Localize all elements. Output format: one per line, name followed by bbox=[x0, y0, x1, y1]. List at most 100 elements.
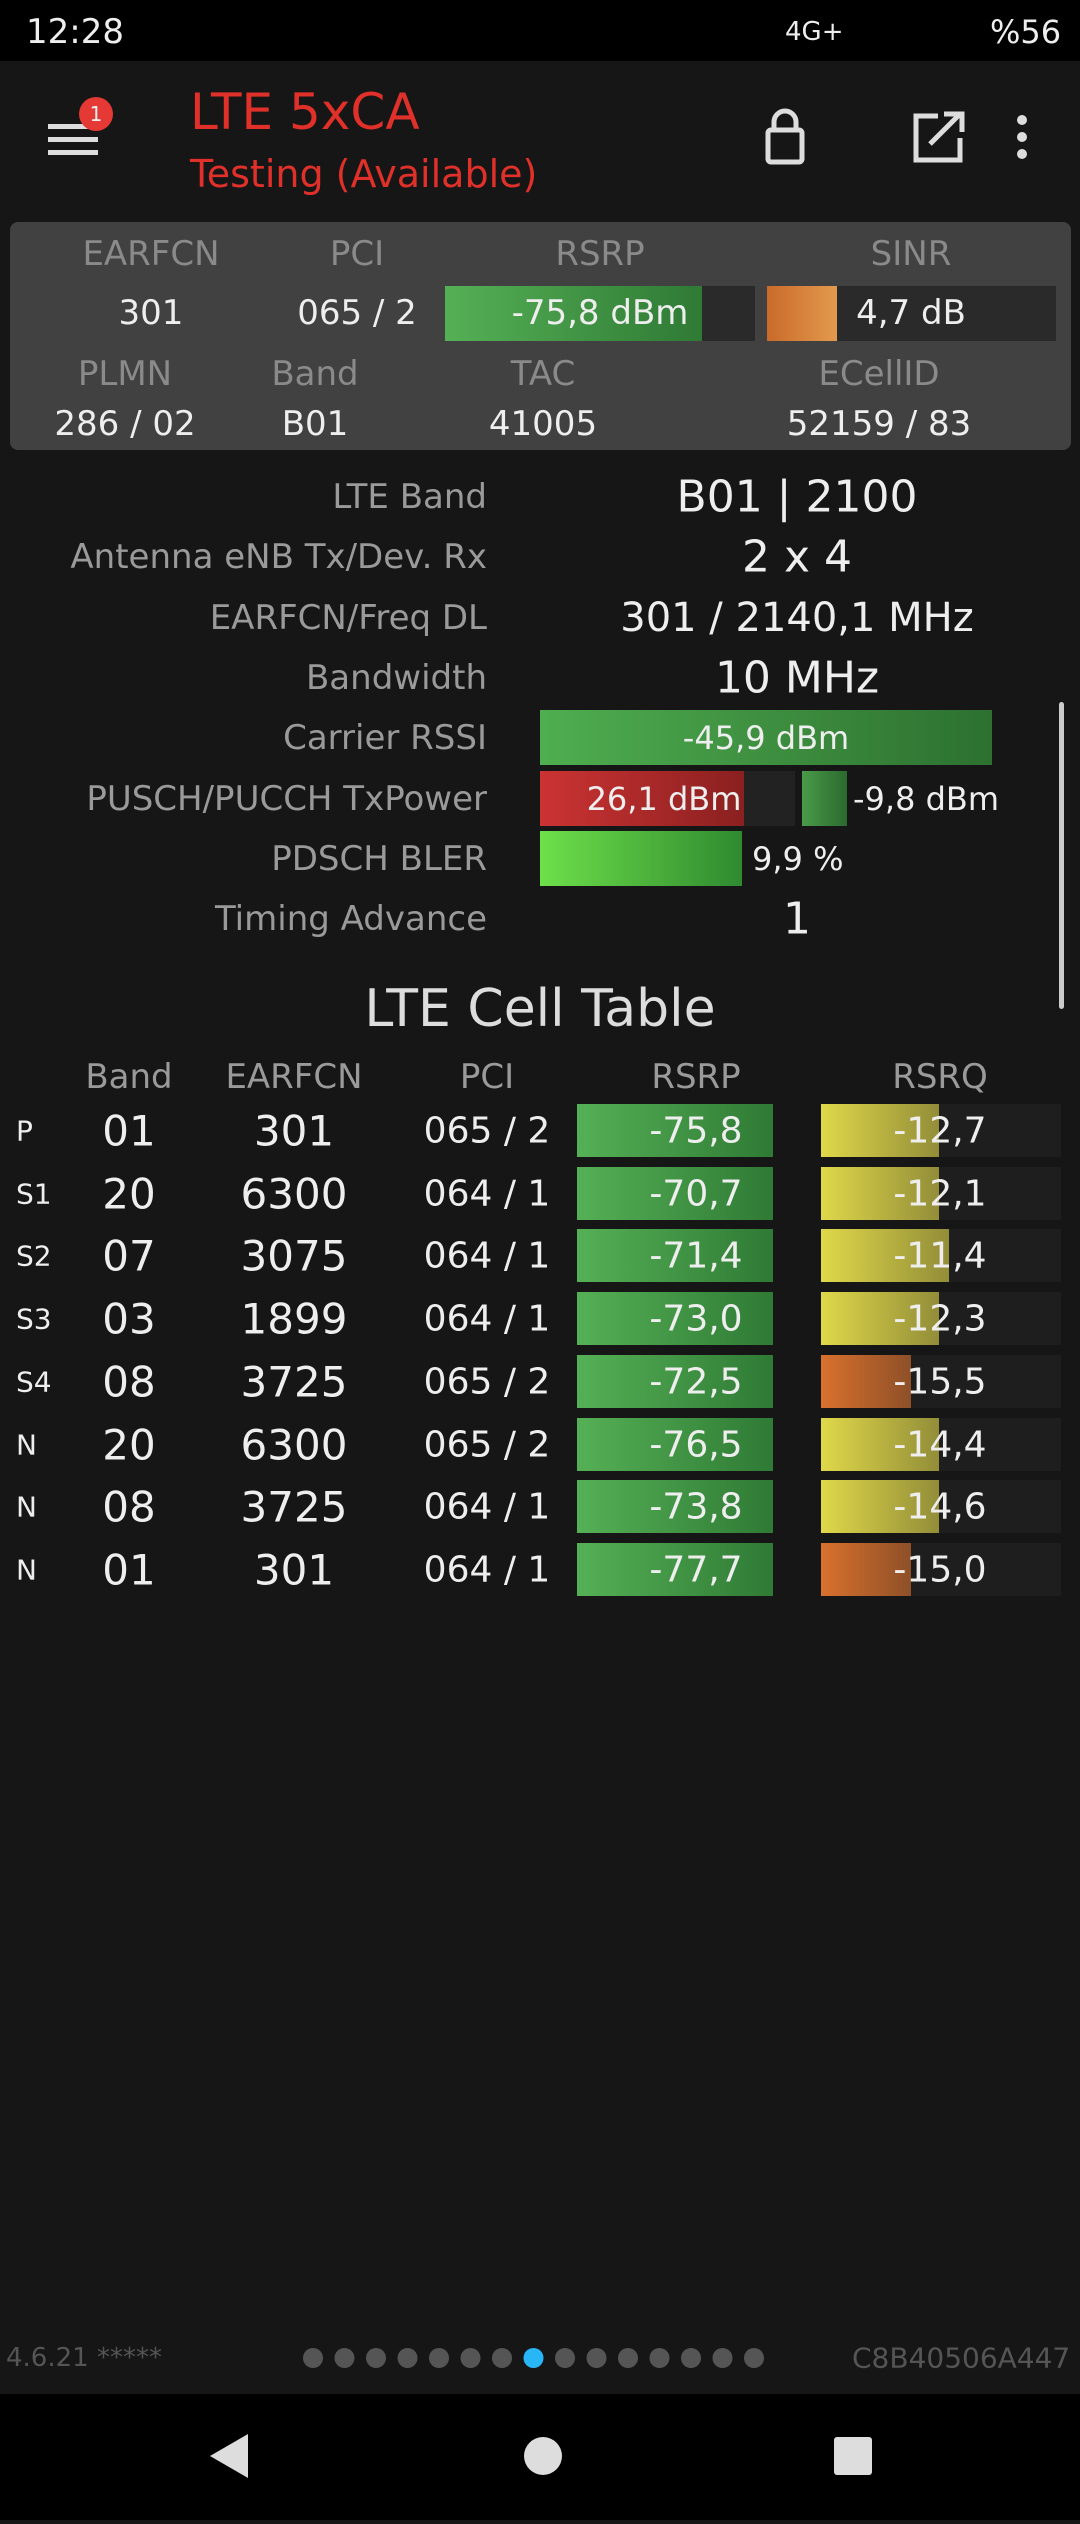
summary-value: -75,8 dBm bbox=[511, 293, 689, 333]
cell: 064 / 1 bbox=[423, 1173, 551, 1215]
page-dot[interactable] bbox=[744, 2348, 764, 2368]
rssi-bar bbox=[540, 710, 992, 766]
rsrp-bar bbox=[445, 286, 755, 341]
rsrq-fill bbox=[821, 1480, 939, 1534]
title: LTE 5xCA bbox=[190, 83, 420, 141]
more-icon[interactable] bbox=[1017, 115, 1027, 159]
page-dot[interactable] bbox=[397, 2348, 418, 2368]
page-dot[interactable] bbox=[555, 2348, 575, 2368]
table-header: EARFCN bbox=[225, 1057, 363, 1097]
rsrp-value: -75,8 bbox=[649, 1110, 743, 1152]
version: 4.6.21 ***** bbox=[6, 2343, 162, 2373]
menu-button[interactable]: 1 bbox=[48, 97, 113, 158]
rsrq-fill bbox=[821, 1166, 939, 1220]
page-dot[interactable] bbox=[366, 2348, 386, 2368]
page-indicator bbox=[303, 2348, 764, 2368]
cell: 3075 bbox=[240, 1231, 348, 1281]
detail-label: Timing Advance bbox=[214, 899, 487, 940]
summary-value: B01 bbox=[281, 404, 349, 444]
page-dot[interactable] bbox=[586, 2348, 607, 2368]
page-dot[interactable] bbox=[712, 2348, 733, 2368]
rsrq-value: -11,4 bbox=[893, 1235, 987, 1277]
summary-label: ECellID bbox=[818, 354, 940, 394]
share-icon[interactable] bbox=[913, 111, 965, 163]
cell: 065 / 2 bbox=[423, 1110, 551, 1152]
row-type: S3 bbox=[16, 1302, 52, 1336]
rsrp-bar bbox=[577, 1166, 773, 1220]
pusch-bar bbox=[540, 770, 744, 826]
page-dot[interactable] bbox=[681, 2348, 701, 2368]
network: 4G+ bbox=[785, 17, 844, 47]
rsrp-bar bbox=[577, 1229, 773, 1283]
rsrp-value: -72,5 bbox=[649, 1361, 743, 1403]
back-button[interactable] bbox=[210, 2434, 248, 2478]
status-bar: 12:28 4G+ %56 bbox=[0, 0, 1080, 61]
rsrq-value: -14,6 bbox=[893, 1486, 987, 1528]
row-type: N bbox=[16, 1428, 37, 1461]
bler-bar bbox=[540, 830, 742, 886]
cell: 065 / 2 bbox=[423, 1424, 551, 1465]
nav-bar bbox=[0, 2394, 1080, 2520]
rsrp-value: -73,0 bbox=[649, 1298, 743, 1340]
toolbar-icons bbox=[765, 108, 1027, 165]
cell: 08 bbox=[102, 1357, 156, 1407]
detail-value: B01 | 2100 bbox=[676, 471, 918, 523]
cell: 065 / 2 bbox=[423, 1361, 551, 1403]
table-header: RSRP bbox=[651, 1057, 741, 1097]
summary-label: PCI bbox=[329, 234, 385, 274]
cell: 03 bbox=[102, 1294, 156, 1344]
rsrp-value: -71,4 bbox=[649, 1235, 743, 1277]
page-dot[interactable] bbox=[523, 2348, 544, 2368]
detail-value: 10 MHz bbox=[714, 652, 880, 704]
summary-label: EARFCN bbox=[82, 234, 220, 274]
page-dot[interactable] bbox=[429, 2348, 449, 2368]
detail-value: 301 / 2140,1 MHz bbox=[620, 594, 974, 641]
rsrq-value: -14,4 bbox=[893, 1424, 987, 1465]
summary-value: 41005 bbox=[488, 404, 598, 444]
rsrq-fill bbox=[821, 1354, 911, 1408]
rsrp-value: -70,7 bbox=[649, 1173, 743, 1215]
page-dot[interactable] bbox=[334, 2348, 355, 2368]
cell: 1899 bbox=[240, 1294, 348, 1344]
rsrp-bar bbox=[577, 1292, 773, 1346]
page-dot[interactable] bbox=[618, 2348, 638, 2368]
summary-value: 301 bbox=[118, 293, 184, 333]
rsrp-bar bbox=[577, 1354, 773, 1408]
scrollbar bbox=[1059, 702, 1064, 1009]
cell: 301 bbox=[253, 1106, 335, 1156]
cell: 07 bbox=[102, 1231, 156, 1281]
summary-value: 52159 / 83 bbox=[786, 404, 972, 444]
badge: 1 bbox=[79, 97, 113, 131]
rsrq-fill bbox=[821, 1104, 939, 1157]
page-dot[interactable] bbox=[492, 2348, 512, 2368]
home-button[interactable] bbox=[524, 2437, 562, 2475]
row-type: P bbox=[16, 1114, 33, 1148]
lock-icon[interactable] bbox=[765, 127, 805, 165]
page-dot[interactable] bbox=[303, 2348, 323, 2368]
detail-label: Carrier RSSI bbox=[283, 718, 487, 759]
detail-value: 26,1 dBm bbox=[586, 779, 742, 818]
cell: 20 bbox=[102, 1420, 156, 1469]
page-dot[interactable] bbox=[460, 2348, 481, 2368]
detail-value-2: -9,8 dBm bbox=[853, 779, 1000, 818]
page-dot[interactable] bbox=[649, 2348, 670, 2368]
cell: 301 bbox=[253, 1545, 335, 1595]
rsrp-bar bbox=[577, 1542, 773, 1596]
rsrq-value: -15,5 bbox=[893, 1361, 987, 1403]
rsrq-fill bbox=[821, 1542, 911, 1596]
summary-value: 4,7 dB bbox=[856, 293, 966, 333]
detail-label: LTE Band bbox=[332, 477, 487, 517]
summary-label: Band bbox=[271, 354, 359, 394]
sinr-bar bbox=[767, 286, 1056, 341]
rsrq-fill bbox=[821, 1417, 939, 1471]
rsrp-bar bbox=[577, 1480, 773, 1534]
cell: 6300 bbox=[240, 1169, 348, 1219]
subtitle: Testing (Available) bbox=[190, 152, 538, 196]
row-type: S4 bbox=[16, 1365, 52, 1399]
cell: 01 bbox=[102, 1545, 156, 1595]
rsrp-value: -76,5 bbox=[649, 1424, 743, 1465]
rsrq-fill bbox=[821, 1292, 939, 1346]
recents-button[interactable] bbox=[834, 2437, 872, 2475]
row-type: S1 bbox=[16, 1177, 52, 1211]
rsrq-value: -12,3 bbox=[893, 1298, 987, 1340]
